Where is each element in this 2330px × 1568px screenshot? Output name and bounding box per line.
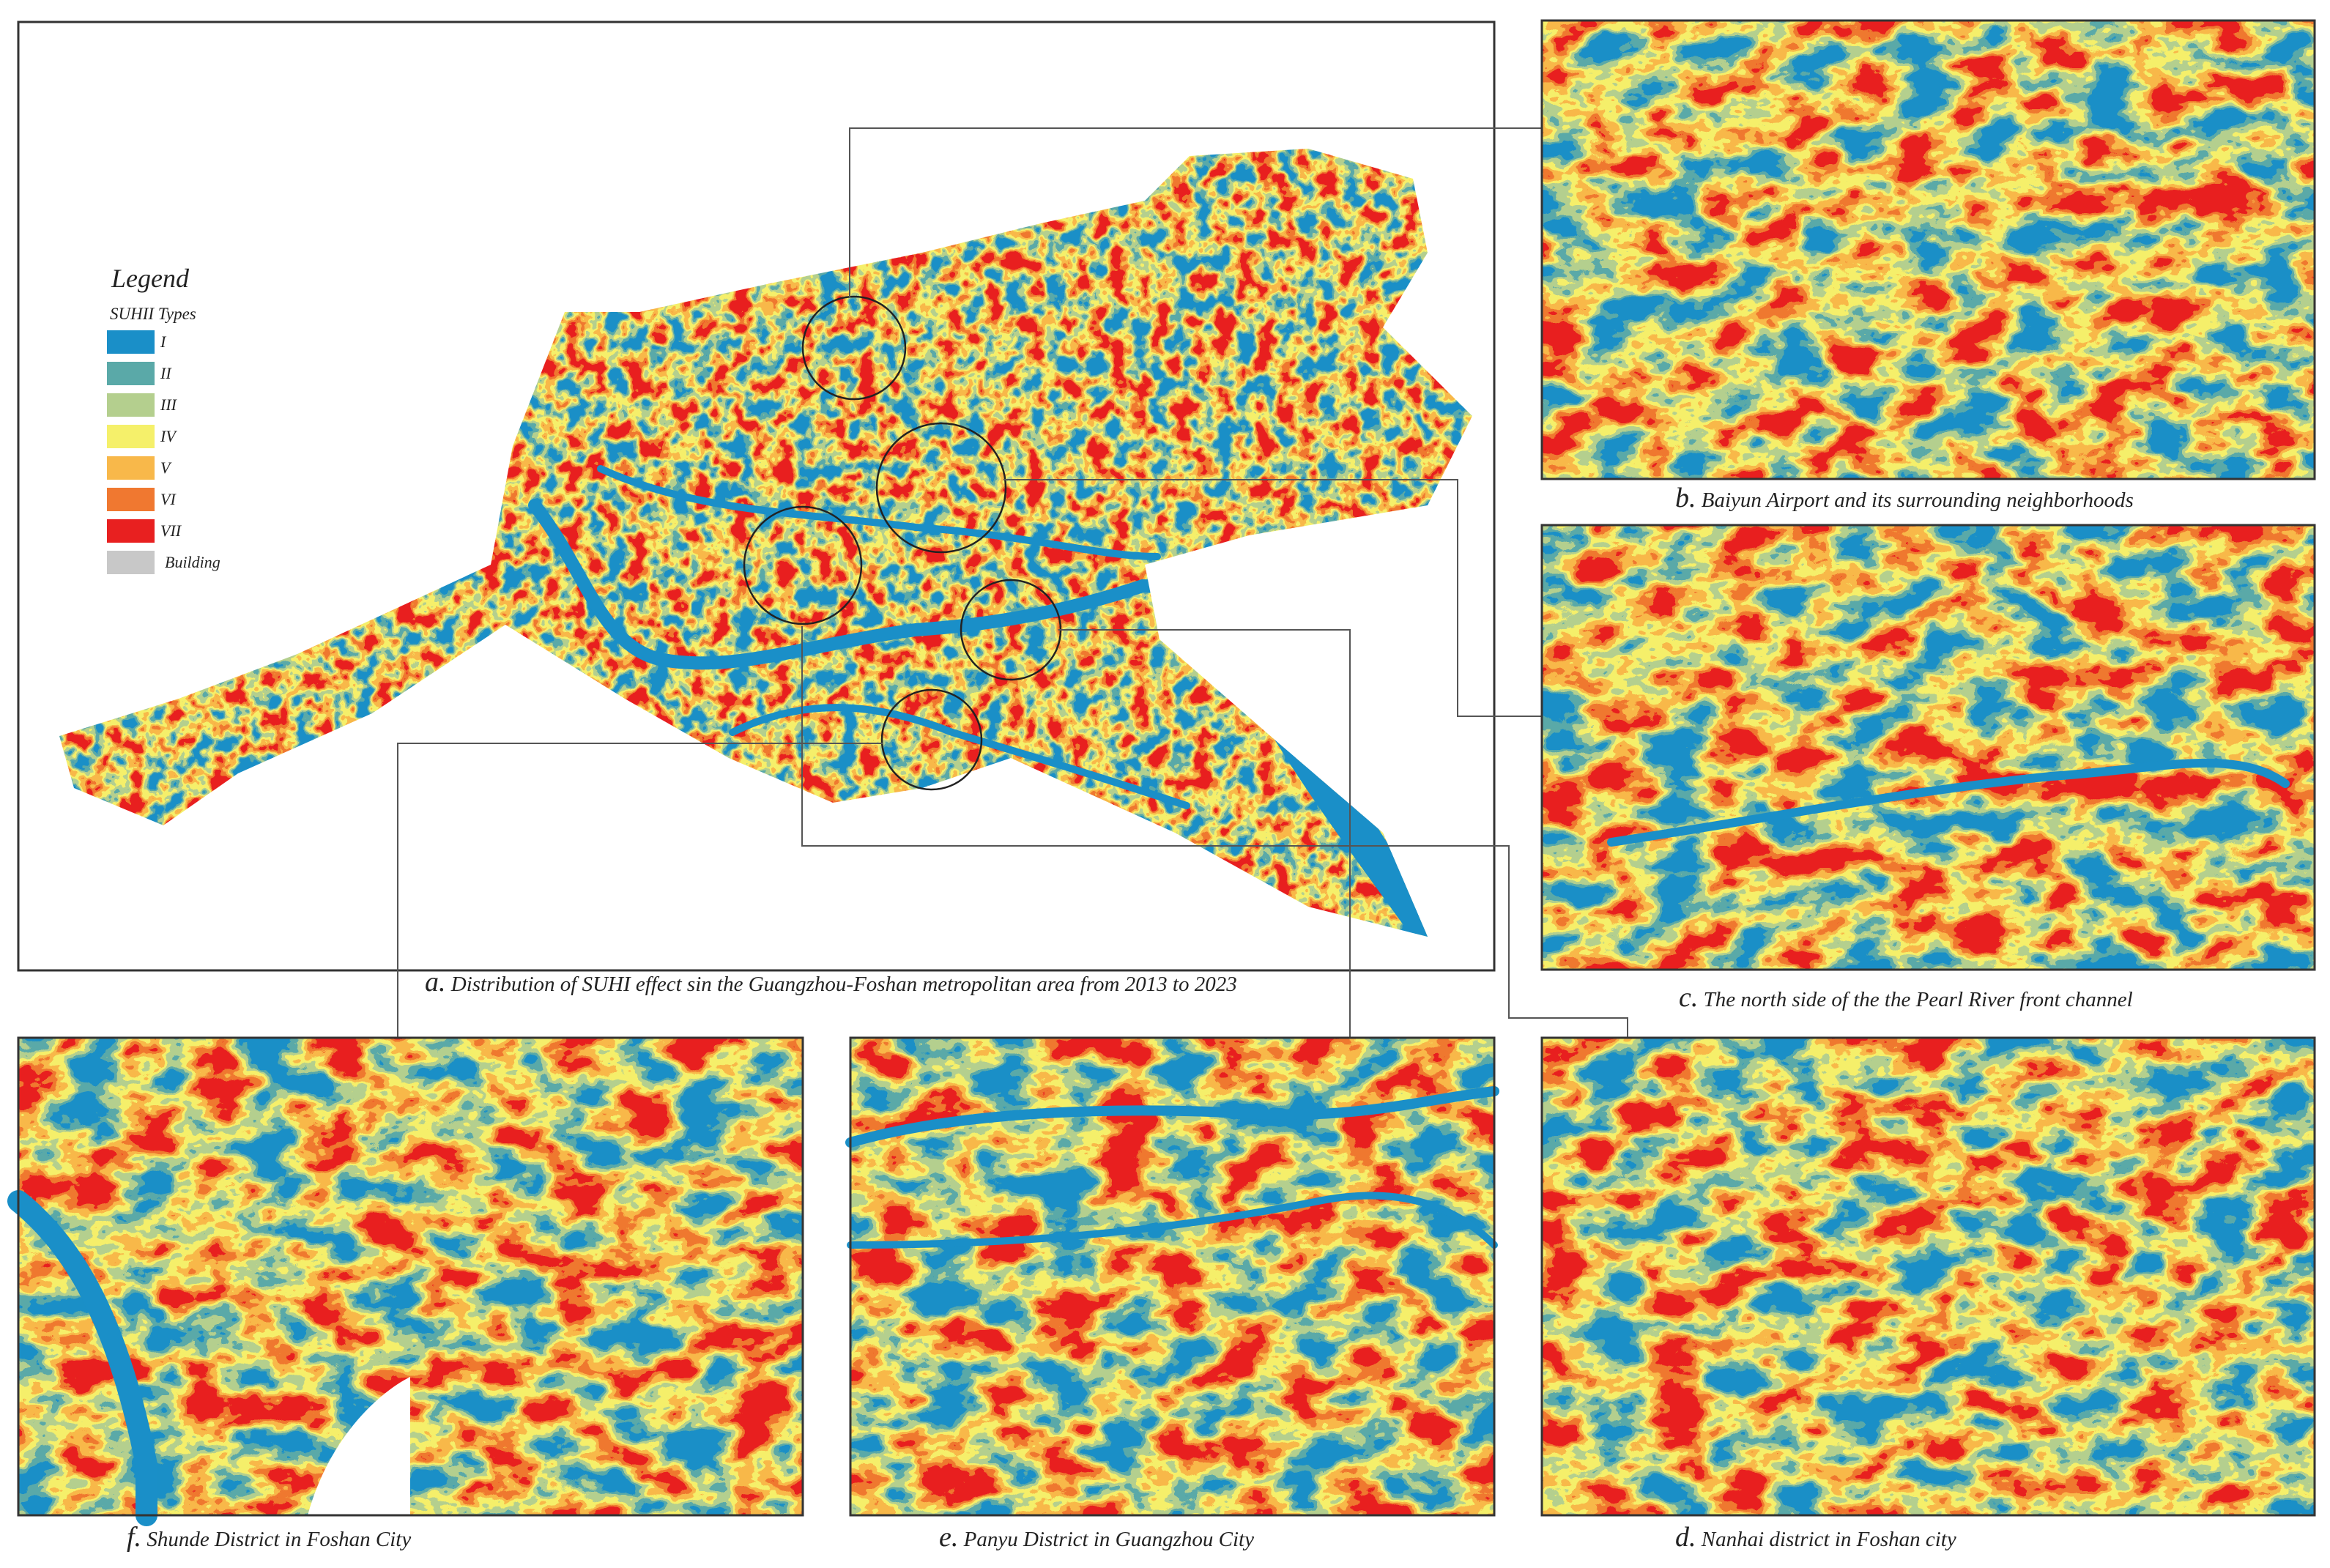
legend-subtitle: SUHII Types bbox=[110, 305, 196, 323]
circle bbox=[875, 422, 1007, 554]
panel-label: e. bbox=[939, 1522, 958, 1553]
connector bbox=[397, 743, 883, 1038]
land-gap bbox=[308, 1377, 410, 1515]
river bbox=[7, 1190, 157, 1526]
legend-swatch bbox=[107, 519, 155, 543]
panel-d-frame bbox=[1540, 1036, 2316, 1517]
caption-text: Panyu District in Guangzhou City bbox=[963, 1528, 1254, 1551]
caption-text: Shunde District in Foshan City bbox=[146, 1528, 411, 1551]
connector bbox=[1058, 629, 1351, 1038]
connector-lines bbox=[397, 127, 1628, 1038]
legend-swatch bbox=[107, 551, 155, 574]
river bbox=[847, 1192, 1498, 1249]
legend-label: VI bbox=[160, 490, 177, 508]
legend-label: Building bbox=[165, 553, 220, 571]
legend-label: II bbox=[160, 364, 172, 382]
legend: Legend SUHII Types IIIIIIIVVVIVIIBuildin… bbox=[107, 264, 220, 574]
river bbox=[845, 1086, 1499, 1148]
caption-e: e. Panyu District in Guangzhou City bbox=[939, 1522, 1254, 1553]
panel-label: b. bbox=[1675, 483, 1696, 513]
legend-swatch bbox=[107, 456, 155, 480]
panel-label: f. bbox=[127, 1522, 141, 1553]
panel-label: d. bbox=[1675, 1522, 1696, 1553]
legend-swatch bbox=[107, 393, 155, 417]
panel-a-frame bbox=[17, 21, 1496, 972]
caption-f: f. Shunde District in Foshan City bbox=[127, 1522, 411, 1553]
river bbox=[597, 465, 1161, 560]
river bbox=[729, 704, 1190, 809]
legend-swatch bbox=[107, 362, 155, 385]
connector bbox=[849, 127, 1542, 297]
panel-d-map bbox=[1542, 1038, 2315, 1515]
legend-swatch bbox=[107, 488, 155, 511]
caption-a: a. Distribution of SUHI effect sin the G… bbox=[425, 967, 1237, 997]
legend-swatch bbox=[107, 330, 155, 354]
panel-b-frame bbox=[1540, 19, 2316, 480]
panel-f-frame bbox=[17, 1036, 804, 1517]
panel-c-frame bbox=[1540, 524, 2316, 971]
caption-d: d. Nanhai district in Foshan city bbox=[1675, 1522, 1956, 1553]
suhii-raster bbox=[59, 149, 1472, 937]
panel-label: c. bbox=[1679, 982, 1698, 1013]
caption-b: b. Baiyun Airport and its surrounding ne… bbox=[1675, 483, 2134, 513]
legend-swatch bbox=[107, 425, 155, 448]
metro-map bbox=[59, 149, 1472, 937]
legend-label: III bbox=[160, 395, 178, 414]
legend-label: IV bbox=[160, 427, 177, 445]
circle bbox=[801, 295, 907, 401]
legend-label: I bbox=[160, 332, 167, 351]
connector bbox=[801, 626, 1628, 1038]
circle bbox=[880, 688, 983, 791]
river bbox=[1607, 758, 2290, 847]
panel-e-frame bbox=[849, 1036, 1496, 1517]
caption-text: Nanhai district in Foshan city bbox=[1701, 1528, 1956, 1551]
circle bbox=[743, 505, 863, 625]
legend-label: VII bbox=[160, 521, 182, 540]
panel-c-map bbox=[1542, 525, 2315, 970]
caption-c: c. The north side of the the Pearl River… bbox=[1679, 982, 2133, 1013]
panel-label: a. bbox=[425, 967, 446, 997]
panel-b-map bbox=[1542, 21, 2315, 479]
caption-text: The north side of the the Pearl River fr… bbox=[1704, 988, 2133, 1011]
caption-text: Distribution of SUHI effect sin the Guan… bbox=[450, 973, 1237, 996]
connector bbox=[1003, 479, 1542, 717]
caption-text: Baiyun Airport and its surrounding neigh… bbox=[1702, 488, 2134, 512]
legend-label: V bbox=[160, 458, 172, 477]
legend-title: Legend bbox=[111, 264, 190, 293]
